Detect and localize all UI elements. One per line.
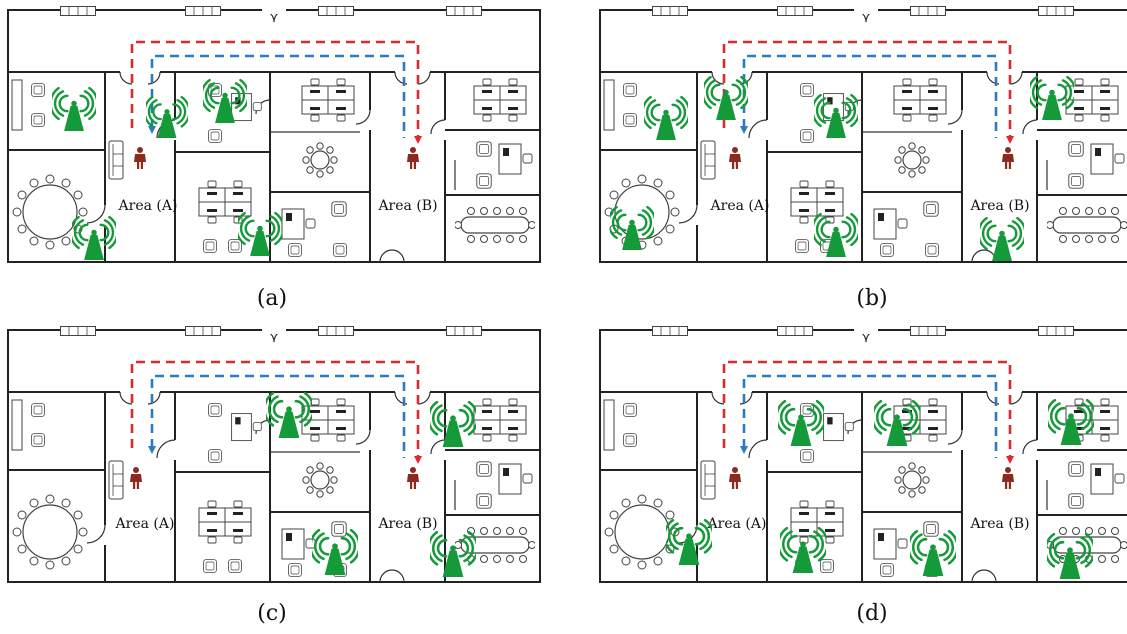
- wifi-antenna-icon: [666, 518, 712, 567]
- person-icon: [729, 147, 741, 169]
- wifi-antenna-icon: [704, 75, 748, 122]
- wifi-antenna-icon: [980, 216, 1024, 263]
- person-icon: [1002, 147, 1014, 169]
- caption-a: (a): [257, 286, 287, 311]
- area-a-label: Area (A): [710, 198, 770, 214]
- person-icon: [729, 467, 741, 489]
- person-icon: [407, 147, 419, 169]
- panel-d: Area (A) Area (B) (d): [600, 326, 1127, 626]
- caption-b: (b): [856, 286, 887, 311]
- wifi-antenna-icon: [814, 212, 858, 259]
- caption-c: (c): [257, 601, 287, 626]
- person-icon: [134, 147, 146, 169]
- wifi-antenna-icon: [430, 530, 476, 579]
- area-a-label: Area (A): [115, 516, 175, 532]
- area-b-label: Area (B): [969, 516, 1029, 532]
- person-icon: [130, 467, 142, 489]
- wifi-antenna-icon: [644, 95, 688, 142]
- area-b-label: Area (B): [377, 198, 437, 214]
- wifi-antenna-icon: [312, 528, 358, 577]
- person-icon: [1002, 467, 1014, 489]
- area-a-label: Area (A): [707, 516, 767, 532]
- area-b-label: Area (B): [969, 198, 1029, 214]
- floorplan-c: [8, 326, 540, 582]
- wifi-antenna-icon: [430, 400, 476, 449]
- panel-c: Area (A) Area (B) (c): [8, 326, 540, 626]
- caption-d: (d): [856, 601, 887, 626]
- panel-a: Area (A) Area (B) (a): [8, 6, 540, 311]
- floorplan-b: [600, 6, 1127, 262]
- panel-b: Area (A) Area (B) (b): [600, 6, 1127, 311]
- person-icon: [407, 467, 419, 489]
- wifi-antenna-icon: [52, 86, 96, 133]
- wifi-antenna-icon: [238, 211, 282, 258]
- area-b-label: Area (B): [377, 516, 437, 532]
- area-a-label: Area (A): [118, 198, 178, 214]
- wifi-antenna-icon: [72, 215, 116, 262]
- wifi-antenna-icon: [910, 529, 956, 578]
